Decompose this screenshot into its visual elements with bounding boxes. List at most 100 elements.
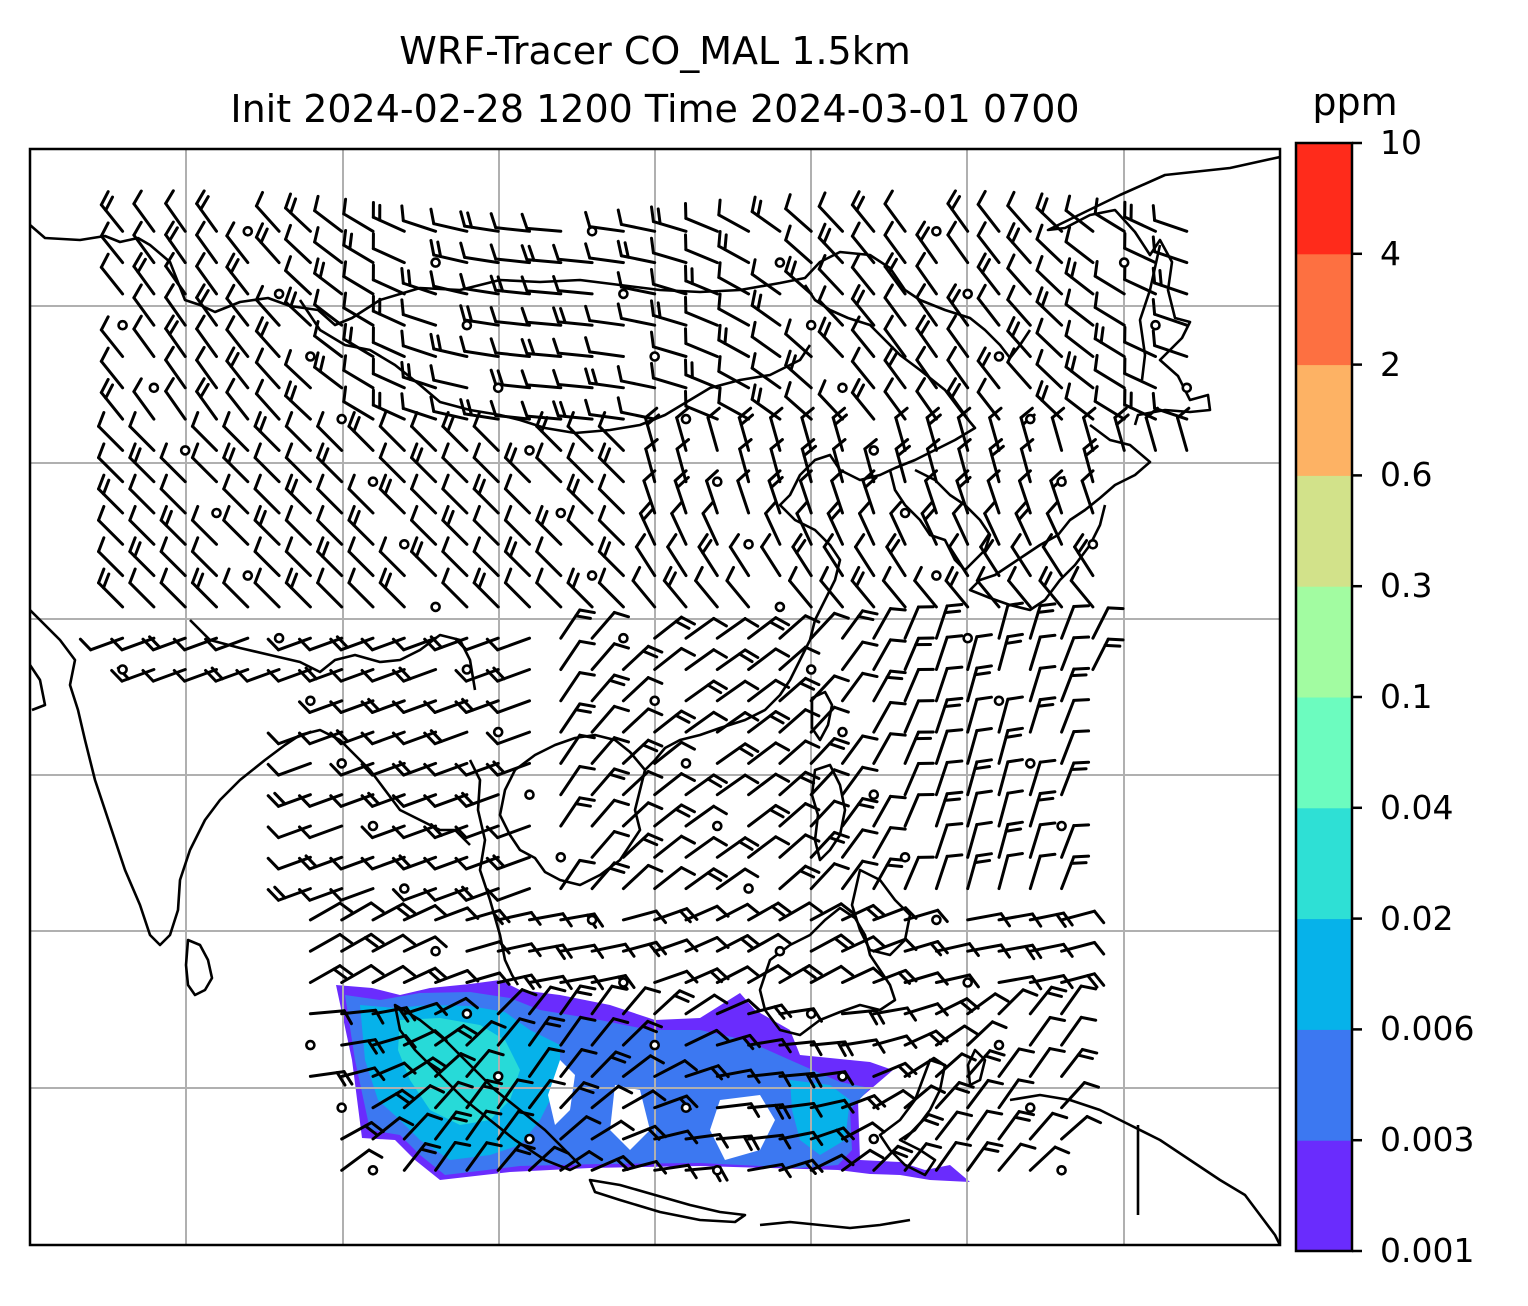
wind-barb [128,473,156,515]
wind-barb [997,1047,1036,1078]
wind-barb [423,823,469,840]
calm-wind-marker [492,1071,504,1082]
wind-barb [854,533,876,578]
wind-barb [841,640,879,671]
wind-barb [584,367,625,390]
wind-barb [684,616,728,640]
wind-barb [496,1078,534,1110]
wind-barb [986,469,1001,515]
wind-barb [347,536,375,578]
wind-barb [297,666,344,683]
wind-barb [485,760,531,777]
wind-barb [503,504,531,546]
wind-barb [850,315,876,358]
wind-barb [503,442,531,484]
wind-barb [597,567,625,609]
calm-wind-marker [649,1039,661,1051]
wind-barb [1007,565,1032,609]
wind-barb [284,536,312,578]
wind-barb [666,533,688,578]
calm-wind-marker [555,507,567,519]
wind-barb [903,1084,946,1110]
wind-barb [410,411,438,452]
wind-barb [841,734,879,765]
wind-barb [253,504,281,546]
wind-barb [371,1088,416,1110]
wind-barb [528,1047,566,1078]
wind-barb [653,834,696,859]
wind-barb [798,469,813,515]
calm-wind-marker [117,319,128,331]
wind-barb [621,644,664,671]
wind-barb [915,251,938,296]
colorbar-tick-label: 2 [1380,344,1401,384]
wind-barb [164,377,187,421]
wind-barb [132,314,156,358]
calm-wind-marker [492,382,504,394]
wind-barb [172,668,218,683]
wind-barb [653,772,696,797]
wind-barb [423,761,469,777]
wind-barb [903,605,935,640]
wind-barb [976,346,1001,390]
wind-barb [885,533,907,578]
wind-barb [552,368,594,390]
wind-barb [371,263,406,296]
calm-wind-marker [305,1039,316,1051]
wind-barb [266,824,312,840]
wind-barb [784,318,813,358]
wind-barb [894,406,909,452]
wind-barb [503,473,531,515]
wind-barb [520,244,563,265]
wind-barb [778,802,821,828]
border-mongolia-north [30,224,1032,360]
wind-barb [316,473,344,515]
wind-barb [590,798,630,828]
wind-barb [1060,909,1106,925]
wind-barb [503,536,531,578]
wind-barb [715,742,760,765]
wind-barb [673,469,690,515]
wind-barb [329,761,375,777]
calm-wind-markers [117,226,1193,1176]
calm-wind-marker [211,507,222,519]
wind-barb [429,270,469,296]
wind-barb [552,306,594,327]
wind-barb [1151,329,1189,358]
wind-barb [747,678,791,703]
wind-barb [496,1017,536,1047]
wind-barb [616,396,657,421]
wind-barb [559,733,596,765]
wind-barb [284,567,312,609]
wind-barb [841,671,879,703]
wind-barb [316,504,344,546]
wind-barb [1038,565,1064,609]
wind-barb [132,283,156,327]
wind-barb [1060,823,1091,859]
coast-china-east [644,284,977,771]
wind-barb [496,988,538,1016]
wind-barb [97,567,125,609]
wind-barb [1093,353,1126,390]
coast-sulawesi [878,1058,947,1177]
colorbar-segment [1296,1029,1352,1141]
wind-barb [809,933,855,953]
wind-barb [340,1121,385,1141]
wind-barb [559,796,596,828]
wind-barb [826,500,844,546]
wind-barb [360,824,406,840]
wind-barb [441,504,469,546]
coast-sumatra [393,1003,582,1172]
wind-barb [400,298,438,327]
wind-barb [360,697,406,714]
wind-barb [631,565,657,609]
wind-barb [784,349,813,390]
wind-barb [872,607,907,640]
wind-barb [861,469,878,515]
calm-wind-marker [1056,476,1067,488]
wind-barb [391,887,438,902]
wind-barb [883,252,907,296]
wind-barb [683,233,719,265]
wind-barb [340,932,385,953]
wind-barb [684,1028,730,1047]
